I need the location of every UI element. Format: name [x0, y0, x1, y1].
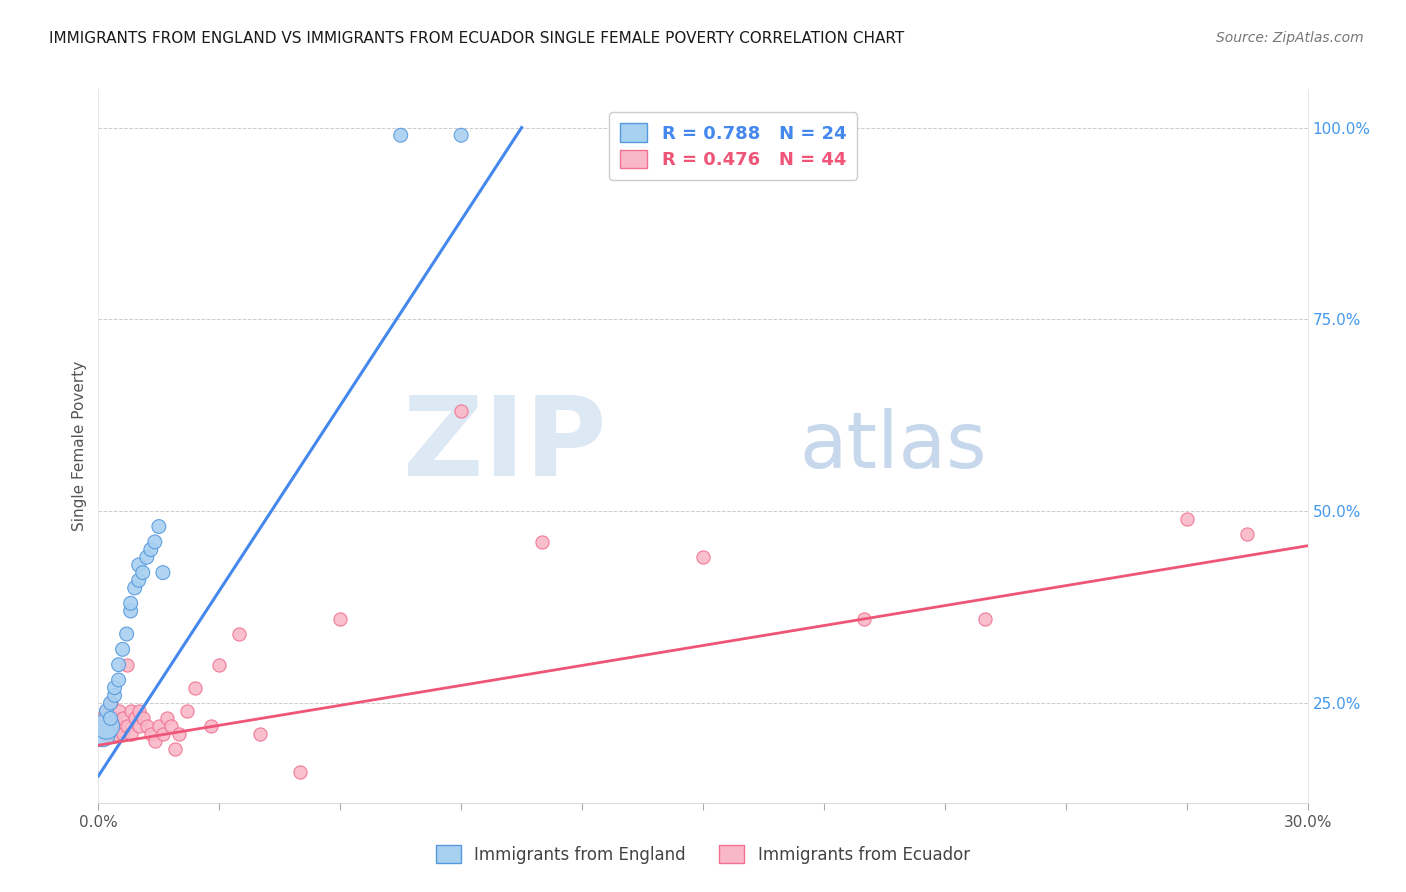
Point [974, 612, 997, 626]
Text: Source: ZipAtlas.com: Source: ZipAtlas.com [1216, 31, 1364, 45]
Point [120, 604, 142, 618]
Point [128, 704, 150, 718]
Point [115, 719, 138, 733]
Point [103, 689, 125, 703]
Point [115, 657, 138, 672]
Point [107, 673, 129, 687]
Point [148, 519, 170, 533]
Point [107, 657, 129, 672]
Text: ZIP: ZIP [404, 392, 606, 500]
Legend: Immigrants from England, Immigrants from Ecuador: Immigrants from England, Immigrants from… [429, 838, 977, 871]
Point [1175, 512, 1198, 526]
Point [389, 128, 412, 143]
Point [143, 535, 166, 549]
Point [128, 719, 150, 733]
Point [184, 681, 207, 695]
Point [139, 542, 162, 557]
Point [143, 734, 166, 748]
Point [111, 642, 134, 657]
Point [208, 657, 231, 672]
Point [91, 711, 114, 725]
Point [107, 719, 129, 733]
Point [100, 719, 122, 733]
Point [120, 727, 142, 741]
Point [167, 727, 190, 741]
Point [103, 711, 125, 725]
Point [288, 765, 311, 780]
Point [163, 742, 186, 756]
Point [156, 711, 179, 725]
Point [100, 696, 122, 710]
Point [103, 727, 125, 741]
Point [228, 627, 250, 641]
Point [139, 727, 162, 741]
Point [853, 612, 876, 626]
Point [103, 681, 125, 695]
Point [152, 727, 174, 741]
Point [100, 711, 122, 725]
Point [148, 719, 170, 733]
Point [120, 704, 142, 718]
Point [160, 719, 183, 733]
Point [91, 719, 114, 733]
Point [96, 719, 118, 733]
Point [96, 727, 118, 741]
Y-axis label: Single Female Poverty: Single Female Poverty [72, 361, 87, 531]
Point [132, 711, 155, 725]
Point [1236, 527, 1258, 541]
Point [249, 727, 271, 741]
Point [111, 727, 134, 741]
Point [111, 711, 134, 725]
Point [91, 727, 114, 741]
Point [128, 558, 150, 572]
Point [530, 535, 553, 549]
Point [329, 612, 352, 626]
Point [152, 566, 174, 580]
Point [135, 550, 157, 565]
Point [124, 711, 146, 725]
Point [120, 596, 142, 610]
Point [200, 719, 222, 733]
Point [450, 404, 472, 418]
Point [128, 574, 150, 588]
Text: IMMIGRANTS FROM ENGLAND VS IMMIGRANTS FROM ECUADOR SINGLE FEMALE POVERTY CORRELA: IMMIGRANTS FROM ENGLAND VS IMMIGRANTS FR… [49, 31, 904, 46]
Point [96, 704, 118, 718]
Point [135, 719, 157, 733]
Text: atlas: atlas [800, 408, 987, 484]
Point [115, 627, 138, 641]
Point [100, 696, 122, 710]
Point [107, 704, 129, 718]
Point [96, 704, 118, 718]
Point [450, 128, 472, 143]
Point [132, 566, 155, 580]
Point [692, 550, 714, 565]
Point [176, 704, 198, 718]
Legend: R = 0.788   N = 24, R = 0.476   N = 44: R = 0.788 N = 24, R = 0.476 N = 44 [609, 112, 858, 180]
Point [124, 581, 146, 595]
